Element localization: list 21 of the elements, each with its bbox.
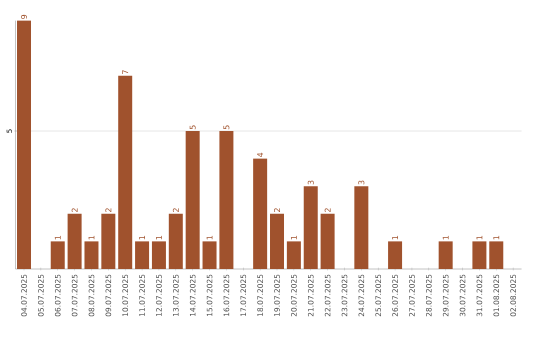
bar [286,241,301,269]
bar [270,214,284,269]
bar [388,241,402,269]
bar [304,186,318,269]
bar [68,214,82,269]
bar [50,241,65,269]
bar [354,186,368,269]
bar [489,241,504,269]
bar [168,214,183,269]
bar [84,241,98,269]
bar [186,131,200,269]
bar [320,214,335,269]
bar [472,241,486,269]
bar [118,76,132,269]
bar [202,241,217,269]
bar [152,241,166,269]
bar [438,241,453,269]
bar [101,214,116,269]
bar [219,131,234,269]
bar [135,241,150,269]
bar [253,158,268,269]
